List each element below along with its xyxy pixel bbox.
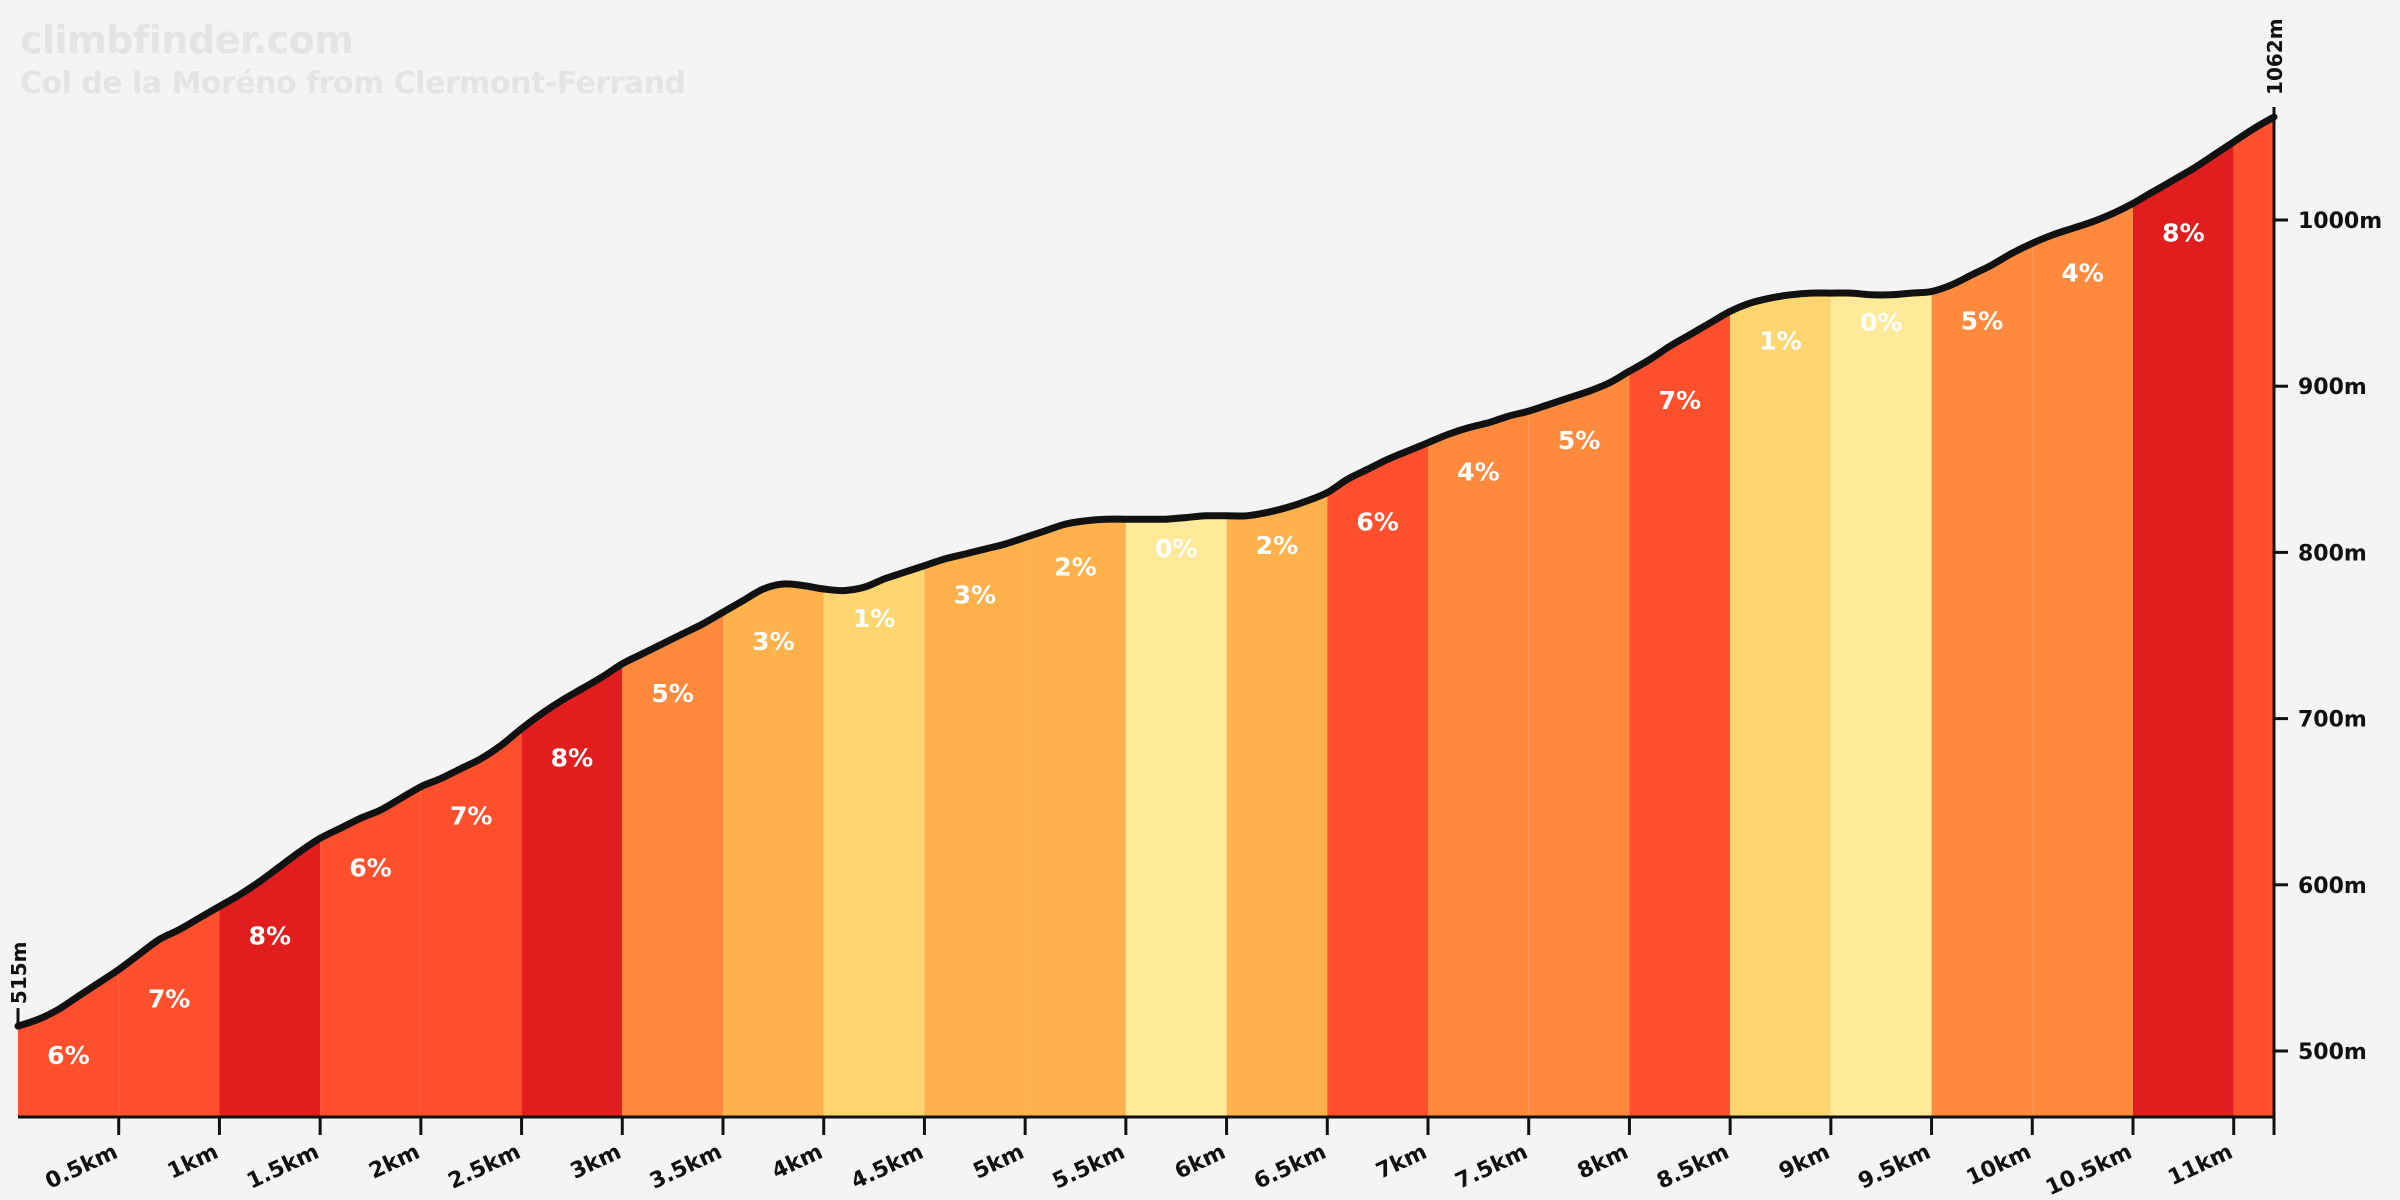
grade-label-10: 3% (954, 581, 996, 610)
grade-segment-13 (1226, 492, 1328, 1118)
grade-segment-22 (2133, 141, 2234, 1117)
grade-label-2: 7% (148, 985, 190, 1014)
grade-segment-2 (118, 906, 220, 1117)
x-tick-label-18: 9km (1775, 1140, 1833, 1185)
grade-label-7: 5% (651, 679, 693, 708)
grade-segment-6 (521, 663, 623, 1117)
grade-segment-4 (320, 786, 421, 1117)
grade-label-22: 8% (2162, 218, 2204, 247)
site-watermark: climbfinder.com (20, 18, 354, 62)
grade-label-12: 0% (1155, 534, 1197, 563)
x-tick-label-11: 5.5km (1049, 1140, 1129, 1195)
y-tick-label-4: 800m (2298, 541, 2367, 566)
grade-segment-15 (1428, 411, 1529, 1118)
grade-segment-19 (1830, 291, 1932, 1117)
grade-label-16: 5% (1558, 426, 1600, 455)
grade-segment-20 (1931, 243, 2033, 1118)
grade-segment-10 (924, 537, 1026, 1117)
profile-line-group (14, 113, 2278, 1030)
x-tick-label-21: 10.5km (2042, 1140, 2136, 1200)
y-tick-label-3: 700m (2298, 708, 2367, 733)
grade-label-6: 8% (551, 744, 593, 773)
climb-title: Col de la Moréno from Clermont-Ferrand (20, 66, 686, 101)
x-tick-label-17: 8.5km (1653, 1140, 1733, 1195)
y-tick-label-6: 1000m (2298, 209, 2382, 234)
profile-line (14, 113, 2278, 1030)
y-tick-label-5: 900m (2298, 375, 2367, 400)
end-elevation-label: 1062m (2263, 18, 2287, 95)
x-tick-label-9: 4.5km (847, 1140, 927, 1195)
x-tick-label-8: 4km (768, 1140, 826, 1185)
grade-segment-21 (2032, 203, 2133, 1117)
grade-label-5: 7% (450, 802, 492, 831)
grade-label-17: 7% (1659, 386, 1701, 415)
grade-label-15: 4% (1457, 458, 1499, 487)
x-tick-label-5: 2.5km (445, 1140, 525, 1195)
x-tick-label-7: 3.5km (646, 1140, 726, 1195)
grade-label-4: 6% (349, 853, 391, 882)
x-tick-label-15: 7.5km (1452, 1140, 1532, 1195)
grade-segment-9 (823, 565, 925, 1117)
x-tick-label-10: 5km (970, 1140, 1028, 1185)
x-tick-label-20: 10km (1963, 1140, 2035, 1191)
grade-segment-8 (723, 584, 824, 1117)
grade-segment-5 (420, 728, 522, 1117)
grade-segment-11 (1025, 519, 1126, 1117)
grade-segment-12 (1125, 515, 1227, 1117)
grade-segment-16 (1528, 371, 1630, 1117)
x-tick-label-3: 1.5km (243, 1140, 323, 1195)
grade-segments (18, 117, 2274, 1118)
grade-label-13: 2% (1256, 531, 1298, 560)
grade-segment-18 (1730, 293, 1831, 1118)
grade-label-19: 0% (1860, 308, 1902, 337)
start-elevation-label: 515m (7, 941, 31, 1004)
grade-label-11: 2% (1054, 552, 1096, 581)
y-tick-label-1: 500m (2298, 1040, 2367, 1065)
grade-label-14: 6% (1356, 508, 1398, 537)
grade-segment-23 (2233, 117, 2274, 1117)
grade-segment-17 (1629, 311, 1731, 1117)
x-tick-label-14: 7km (1372, 1140, 1430, 1185)
grade-label-8: 3% (752, 627, 794, 656)
grade-label-1: 6% (47, 1041, 89, 1070)
grade-segment-7 (622, 612, 723, 1117)
x-tick-label-2: 1km (164, 1140, 222, 1185)
grade-label-9: 1% (853, 604, 895, 633)
grade-label-20: 5% (1961, 307, 2003, 336)
x-tick-label-22: 11km (2164, 1140, 2236, 1191)
x-tick-label-4: 2km (365, 1140, 423, 1185)
grade-segment-1 (18, 969, 119, 1117)
y-tick-label-2: 600m (2298, 874, 2367, 899)
grade-label-3: 8% (249, 921, 291, 950)
grade-label-18: 1% (1759, 326, 1801, 355)
x-tick-label-1: 0.5km (42, 1140, 122, 1195)
x-tick-label-6: 3km (567, 1140, 625, 1185)
x-tick-label-12: 6km (1171, 1140, 1229, 1185)
grade-labels: 6% 7% 8% 6% 7% 8% 5% 3% 1% 3% 2% 0% 2% 6% 4% 5% 7% 1% 0% 5%… (47, 218, 2204, 1070)
grade-label-21: 4% (2061, 258, 2103, 287)
x-tick-label-19: 9.5km (1855, 1140, 1935, 1195)
x-tick-label-13: 6.5km (1250, 1140, 1330, 1195)
grade-segment-14 (1327, 442, 1428, 1117)
grade-segment-3 (219, 838, 321, 1117)
x-tick-label-16: 8km (1574, 1140, 1632, 1185)
